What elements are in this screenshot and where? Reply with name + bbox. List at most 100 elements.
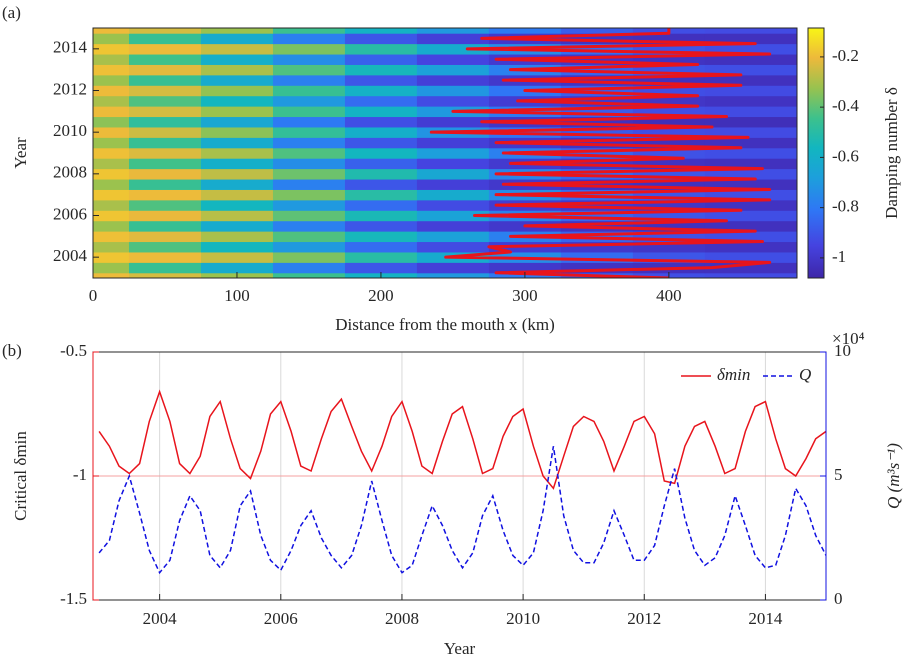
y-tick-label: -0.5 — [60, 341, 87, 360]
heatmap-cell — [200, 95, 274, 107]
heatmap-cell — [416, 137, 490, 149]
heatmap-cell — [93, 137, 130, 149]
heatmap-cell — [632, 85, 706, 97]
heatmap-cell — [560, 231, 634, 243]
heatmap-cell — [93, 272, 130, 278]
heatmap-cell — [704, 74, 797, 86]
heatmap-cell — [93, 54, 130, 65]
heatmap-cell — [344, 74, 418, 86]
heatmap-cell — [704, 220, 797, 232]
heatmap-cell — [560, 262, 634, 274]
heatmap-cell — [416, 168, 490, 180]
heatmap-cell — [272, 106, 346, 118]
heatmap-cell — [344, 168, 418, 180]
heatmap-cell — [344, 241, 418, 253]
heatmap-cell — [93, 210, 130, 222]
series-line — [98, 446, 826, 575]
y-axis-label: Critical δmin — [11, 431, 30, 521]
heatmap-cell — [272, 28, 346, 34]
heatmap-cell — [416, 28, 490, 34]
heatmap-cell — [632, 189, 706, 201]
heatmap-cell — [272, 85, 346, 97]
heatmap-cell — [560, 158, 634, 170]
plot-frame — [92, 27, 798, 279]
panel-label: (b) — [2, 341, 22, 360]
heatmap-cell — [272, 147, 346, 159]
heatmap-cell — [93, 168, 130, 180]
heatmap-cell — [93, 126, 130, 138]
contour-line — [429, 28, 772, 278]
heatmap-cell — [128, 116, 202, 128]
heatmap-cell — [632, 54, 706, 65]
heatmap-cell — [93, 189, 130, 201]
heatmap-cell — [128, 106, 202, 118]
heatmap-cell — [93, 158, 130, 170]
heatmap-cell — [272, 116, 346, 128]
heatmap-cell — [128, 199, 202, 211]
heatmap-cell — [93, 28, 130, 34]
heatmap-cell — [560, 106, 634, 118]
x-tick-label: 300 — [512, 286, 538, 305]
heatmap-cell — [560, 85, 634, 97]
heatmap-cell — [560, 116, 634, 128]
heatmap-cell — [200, 158, 274, 170]
panel-label: (a) — [2, 3, 21, 22]
heatmap-cell — [560, 241, 634, 253]
heatmap-cell — [704, 85, 797, 97]
heatmap-cell — [93, 43, 130, 55]
heatmap-cell — [200, 74, 274, 86]
heatmap-cell — [704, 251, 797, 263]
heatmap-cell — [200, 231, 274, 243]
heatmap-cell — [272, 168, 346, 180]
heatmap-cell — [704, 106, 797, 118]
x-tick-label: 2006 — [264, 609, 298, 628]
heatmap-cell — [704, 241, 797, 253]
heatmap-cell — [344, 33, 418, 45]
heatmap-cell — [704, 54, 797, 65]
heatmap-cell — [344, 85, 418, 97]
y-tick-label: 2008 — [53, 163, 87, 182]
heatmap-cell — [128, 95, 202, 107]
heatmap-cell — [488, 28, 562, 34]
heatmap-cell — [200, 189, 274, 201]
heatmap-cell — [272, 272, 346, 278]
x-tick-label: 0 — [89, 286, 98, 305]
heatmap-cell — [344, 137, 418, 149]
heatmap-cell — [272, 199, 346, 211]
heatmap-cell — [93, 179, 130, 190]
heatmap-cell — [272, 241, 346, 253]
heatmap-cell — [128, 168, 202, 180]
legend-label: δmin — [717, 365, 750, 384]
heatmap-cell — [200, 85, 274, 97]
heatmap-cell — [93, 85, 130, 97]
heatmap-cell — [416, 220, 490, 232]
heatmap-cell — [128, 43, 202, 55]
heatmap-cell — [704, 147, 797, 159]
colorbar-tick-label: -1 — [832, 247, 846, 266]
x-tick-label: 2008 — [385, 609, 419, 628]
heatmap-cell — [200, 220, 274, 232]
heatmap-cell — [200, 262, 274, 274]
heatmap-cell — [416, 158, 490, 170]
heatmap-cell — [704, 64, 797, 76]
heatmap-cell — [344, 147, 418, 159]
heatmap-cell — [632, 137, 706, 149]
heatmap-cell — [93, 220, 130, 232]
heatmap-cell — [272, 210, 346, 222]
heatmap-cell — [632, 106, 706, 118]
heatmap-cell — [416, 262, 490, 274]
heatmap-cell — [632, 210, 706, 222]
x-tick-label: 200 — [368, 286, 394, 305]
heatmap-cell — [416, 189, 490, 201]
heatmap-cell — [272, 262, 346, 274]
heatmap-cell — [200, 54, 274, 65]
heatmap-cell — [272, 137, 346, 149]
heatmap-cell — [128, 126, 202, 138]
heatmap-cell — [272, 189, 346, 201]
heatmap-cell — [416, 272, 490, 278]
heatmap-cell — [560, 147, 634, 159]
heatmap-cell — [200, 199, 274, 211]
heatmap-cell — [200, 147, 274, 159]
y-tick-label: 2006 — [53, 204, 87, 223]
